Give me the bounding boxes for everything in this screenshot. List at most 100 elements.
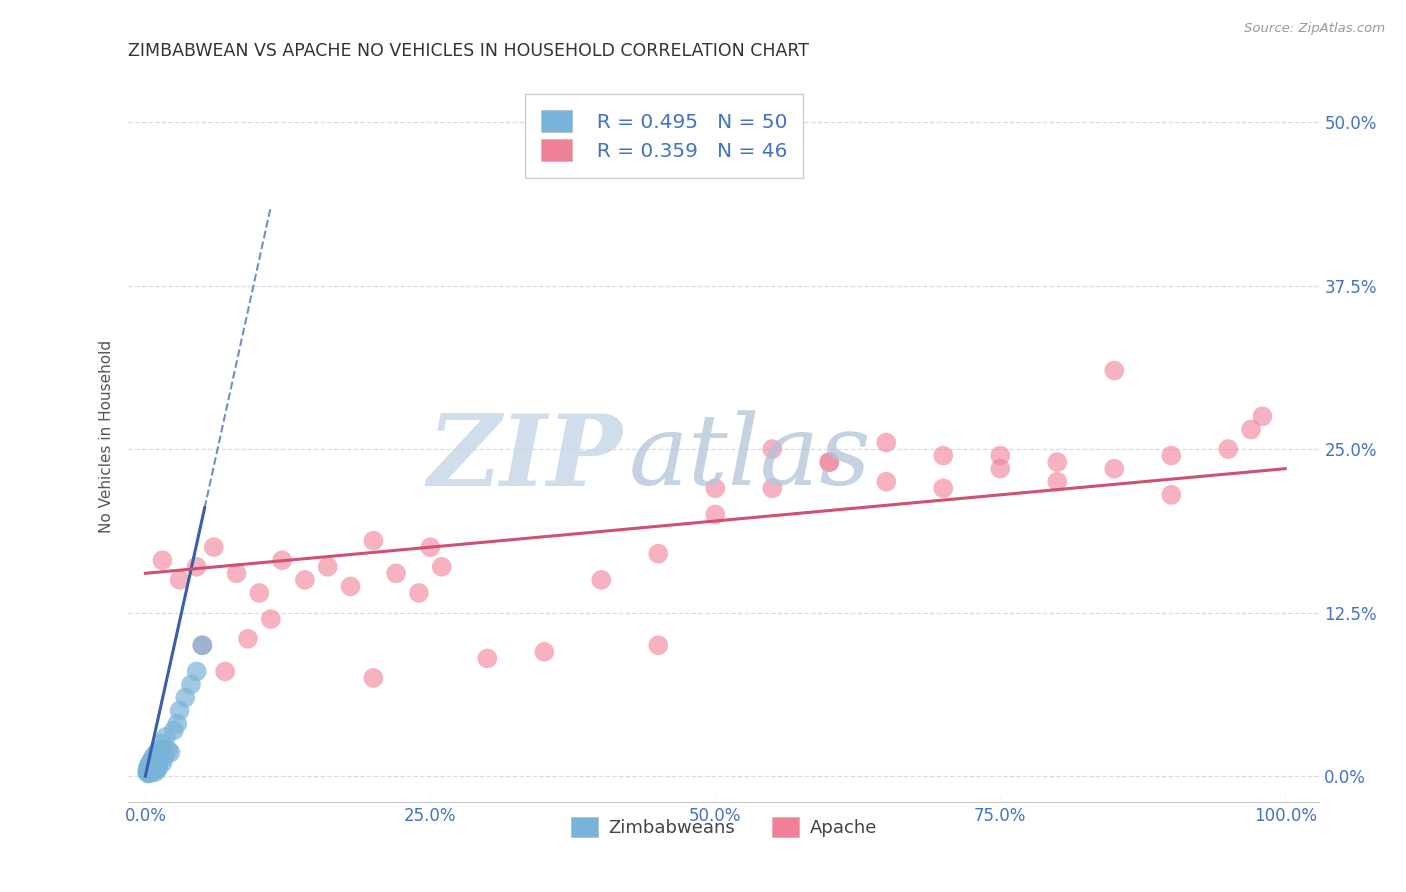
Point	[180, 677, 202, 691]
Text: Source: ZipAtlas.com: Source: ZipAtlas.com	[1244, 22, 1385, 36]
Point	[166, 716, 188, 731]
Point	[146, 763, 169, 777]
Point	[139, 763, 162, 777]
Point	[247, 586, 270, 600]
Point	[477, 651, 499, 665]
Point	[141, 753, 163, 767]
Text: atlas: atlas	[628, 410, 872, 506]
Point	[141, 760, 163, 774]
Point	[191, 638, 214, 652]
Point	[236, 632, 259, 646]
Point	[1218, 442, 1240, 456]
Point	[260, 612, 283, 626]
Point	[136, 761, 159, 775]
Point	[704, 508, 727, 522]
Point	[152, 553, 174, 567]
Point	[138, 764, 160, 778]
Point	[155, 730, 177, 744]
Point	[988, 449, 1011, 463]
Point	[153, 749, 176, 764]
Point	[145, 746, 167, 760]
Legend: Zimbabweans, Apache: Zimbabweans, Apache	[564, 810, 884, 845]
Point	[143, 756, 166, 770]
Y-axis label: No Vehicles in Household: No Vehicles in Household	[100, 339, 114, 533]
Point	[145, 752, 167, 766]
Point	[145, 752, 167, 766]
Point	[142, 761, 165, 775]
Point	[148, 760, 170, 774]
Point	[271, 553, 294, 567]
Point	[214, 665, 236, 679]
Point	[932, 449, 955, 463]
Point	[150, 736, 173, 750]
Point	[146, 748, 169, 763]
Point	[647, 547, 669, 561]
Point	[1160, 449, 1182, 463]
Point	[174, 690, 197, 705]
Point	[142, 758, 165, 772]
Point	[139, 765, 162, 780]
Point	[419, 540, 441, 554]
Point	[818, 455, 841, 469]
Point	[1104, 363, 1126, 377]
Point	[385, 566, 408, 581]
Point	[932, 481, 955, 495]
Point	[1160, 488, 1182, 502]
Point	[875, 475, 897, 489]
Point	[136, 764, 159, 778]
Point	[1104, 461, 1126, 475]
Point	[141, 760, 163, 774]
Point	[1240, 422, 1263, 436]
Point	[146, 756, 169, 770]
Point	[152, 743, 174, 757]
Point	[408, 586, 430, 600]
Point	[186, 665, 208, 679]
Point	[145, 749, 167, 764]
Point	[139, 763, 162, 777]
Point	[163, 723, 186, 738]
Point	[647, 638, 669, 652]
Point	[818, 455, 841, 469]
Point	[363, 533, 385, 548]
Point	[138, 761, 160, 775]
Text: ZIP: ZIP	[427, 409, 623, 506]
Point	[169, 704, 191, 718]
Point	[1046, 475, 1069, 489]
Point	[430, 559, 453, 574]
Point	[1046, 455, 1069, 469]
Point	[591, 573, 613, 587]
Point	[1251, 409, 1274, 424]
Point	[533, 645, 555, 659]
Point	[145, 758, 167, 772]
Text: ZIMBABWEAN VS APACHE NO VEHICLES IN HOUSEHOLD CORRELATION CHART: ZIMBABWEAN VS APACHE NO VEHICLES IN HOUS…	[128, 42, 810, 60]
Point	[159, 746, 181, 760]
Point	[139, 765, 162, 780]
Point	[136, 765, 159, 780]
Point	[225, 566, 247, 581]
Point	[294, 573, 316, 587]
Point	[186, 559, 208, 574]
Point	[152, 756, 174, 770]
Point	[202, 540, 225, 554]
Point	[704, 481, 727, 495]
Point	[138, 766, 160, 780]
Point	[148, 743, 170, 757]
Point	[363, 671, 385, 685]
Point	[138, 758, 160, 772]
Point	[142, 749, 165, 764]
Point	[136, 766, 159, 780]
Point	[139, 756, 162, 770]
Point	[141, 757, 163, 772]
Point	[143, 765, 166, 780]
Point	[316, 559, 339, 574]
Point	[875, 435, 897, 450]
Point	[145, 753, 167, 767]
Point	[142, 764, 165, 778]
Point	[761, 442, 783, 456]
Point	[761, 481, 783, 495]
Point	[149, 749, 172, 764]
Point	[157, 743, 180, 757]
Point	[988, 461, 1011, 475]
Point	[143, 755, 166, 769]
Point	[339, 579, 361, 593]
